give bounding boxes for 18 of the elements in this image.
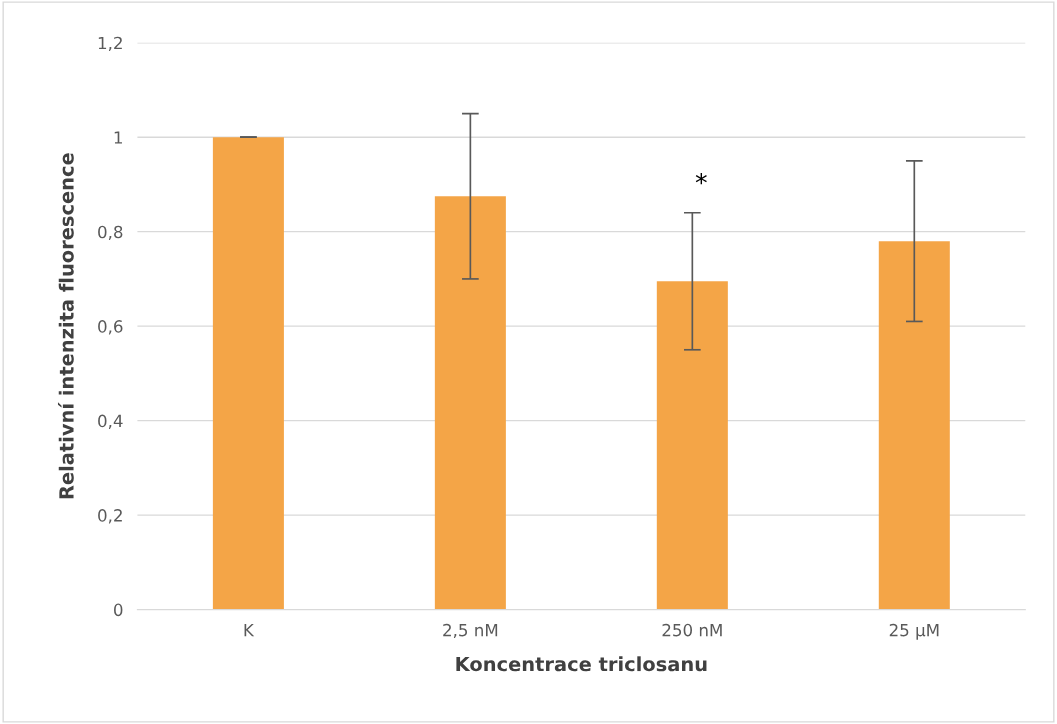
annotation: * bbox=[695, 172, 707, 185]
x-tick-label: K bbox=[244, 624, 255, 637]
x-tick-label: 2,5 nM bbox=[443, 623, 498, 639]
y-tick-label: 0,8 bbox=[98, 225, 123, 240]
x-tick-label: 25 µM bbox=[889, 623, 939, 640]
y-axis-title: Relativní intenzita fluorescence bbox=[57, 153, 74, 499]
x-axis-title: Koncentrace triclosanu bbox=[456, 656, 707, 672]
y-tick-label: 0 bbox=[114, 603, 123, 617]
bar bbox=[656, 281, 728, 610]
y-tick-label: 0,6 bbox=[98, 320, 123, 335]
y-tick-label: 1,2 bbox=[98, 36, 122, 51]
y-tick-label: 1 bbox=[114, 131, 122, 144]
bar bbox=[878, 241, 950, 610]
x-tick-label: 250 nM bbox=[662, 623, 722, 637]
bar bbox=[434, 196, 506, 610]
y-tick-label: 0,2 bbox=[98, 509, 122, 524]
bar bbox=[212, 137, 284, 610]
y-tick-label: 0,4 bbox=[98, 414, 123, 429]
